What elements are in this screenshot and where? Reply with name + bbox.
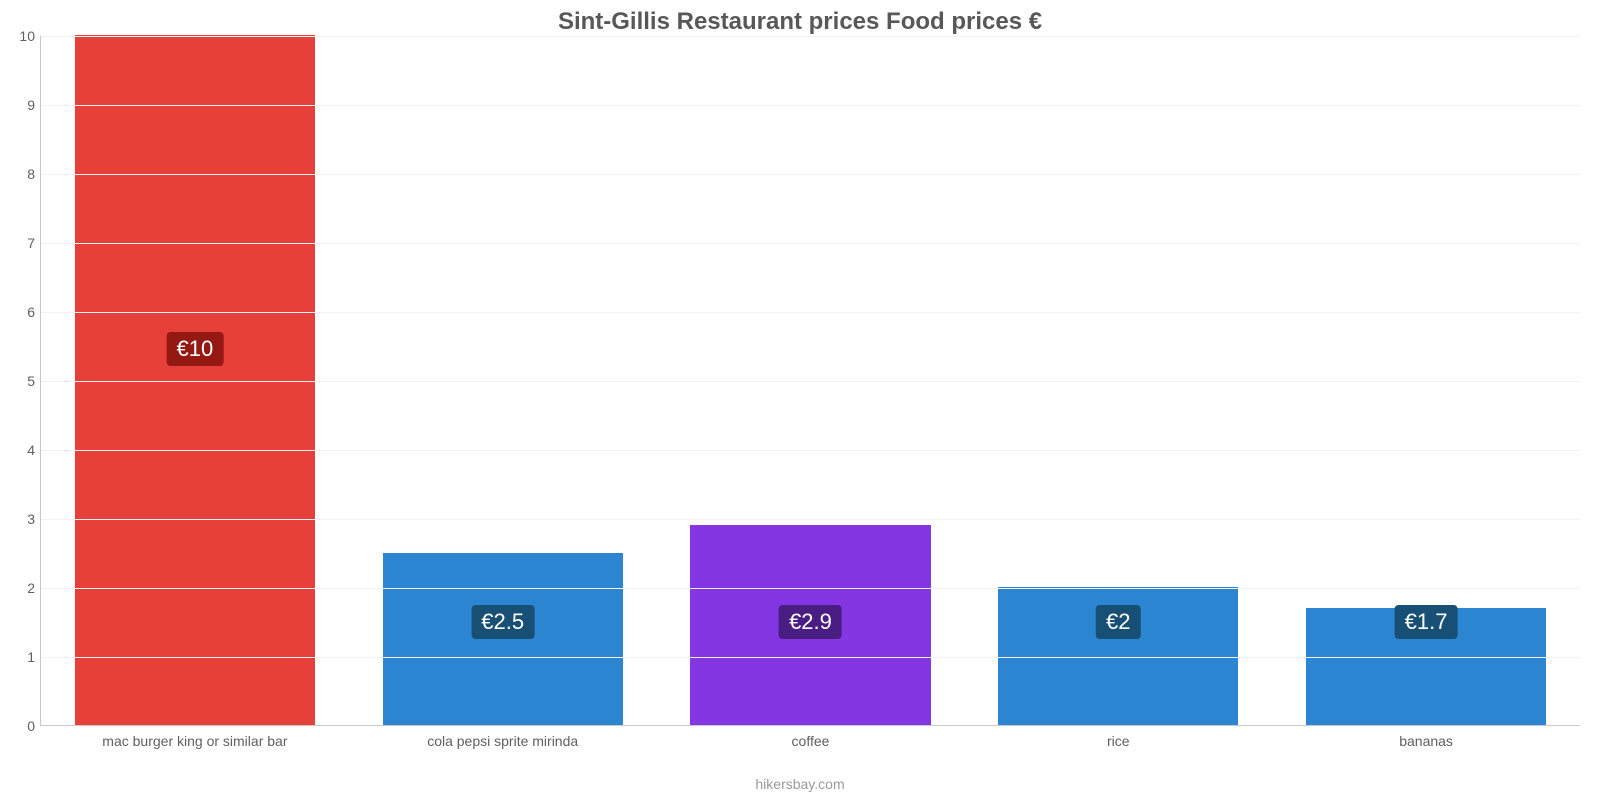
bar-value-badge: €10: [167, 332, 224, 366]
x-tick-label: mac burger king or similar bar: [102, 733, 287, 749]
y-tick-label: 0: [5, 718, 35, 734]
plot-area: €10mac burger king or similar bar€2.5col…: [40, 36, 1580, 726]
x-tick-label: coffee: [792, 733, 830, 749]
y-tick-label: 5: [5, 373, 35, 389]
y-tick-label: 10: [5, 28, 35, 44]
y-tick-label: 8: [5, 166, 35, 182]
gridline: [41, 174, 1580, 175]
x-tick-label: rice: [1107, 733, 1130, 749]
bar-value-badge: €2.9: [779, 605, 842, 639]
gridline: [41, 243, 1580, 244]
gridline: [41, 588, 1580, 589]
gridline: [41, 381, 1580, 382]
chart-credits: hikersbay.com: [755, 776, 844, 792]
y-tick-label: 9: [5, 97, 35, 113]
bar-value-badge: €2.5: [471, 605, 534, 639]
y-tick-label: 1: [5, 649, 35, 665]
gridline: [41, 312, 1580, 313]
gridline: [41, 657, 1580, 658]
chart-title: Sint-Gillis Restaurant prices Food price…: [0, 0, 1600, 36]
y-tick-label: 4: [5, 442, 35, 458]
gridline: [41, 450, 1580, 451]
gridline: [41, 36, 1580, 37]
price-bar-chart: Sint-Gillis Restaurant prices Food price…: [0, 0, 1600, 800]
bar-value-badge: €2: [1096, 605, 1140, 639]
bar: [75, 35, 315, 725]
x-tick-label: cola pepsi sprite mirinda: [427, 733, 578, 749]
y-tick-label: 2: [5, 580, 35, 596]
bar-value-badge: €1.7: [1395, 605, 1458, 639]
gridline: [41, 519, 1580, 520]
gridline: [41, 105, 1580, 106]
x-tick-label: bananas: [1399, 733, 1453, 749]
y-tick-label: 6: [5, 304, 35, 320]
y-tick-label: 7: [5, 235, 35, 251]
y-tick-label: 3: [5, 511, 35, 527]
